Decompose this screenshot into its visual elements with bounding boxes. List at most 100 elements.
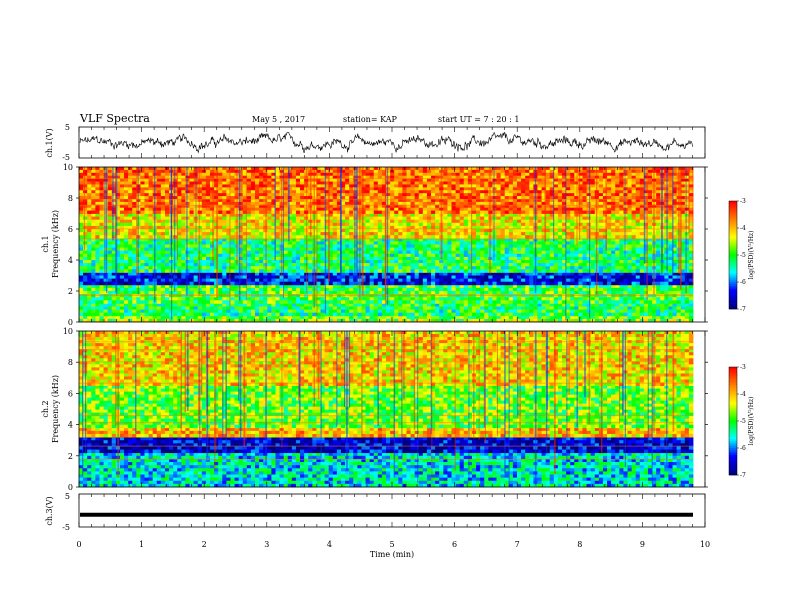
colorbar-segment [729, 217, 737, 220]
colorbar-segment [729, 202, 737, 205]
colorbar-segment [729, 439, 737, 442]
x-tick-label: 5 [389, 540, 394, 549]
spec2-ytick-label: 4 [68, 421, 73, 430]
colorbar-segment [729, 210, 737, 213]
spec2-ytick-label: 8 [68, 358, 73, 367]
colorbar-segment [729, 287, 737, 290]
colorbar-segment [729, 381, 737, 384]
colorbar-segment [729, 385, 737, 388]
colorbar-segment [729, 421, 737, 424]
spec1-ytick-label: 2 [68, 287, 73, 296]
colorbar-segment [729, 433, 737, 436]
colorbar-segment [729, 442, 737, 445]
colorbar-segment [729, 444, 737, 447]
x-tick-label: 8 [577, 540, 582, 549]
colorbar-segment [729, 392, 737, 395]
colorbar1-tick-label: -4 [740, 225, 746, 232]
colorbar-segment [729, 435, 737, 438]
colorbar-segment [729, 262, 737, 265]
colorbar-segment [729, 417, 737, 420]
colorbar-segment [729, 383, 737, 386]
spec1-ytick-label: 4 [68, 256, 73, 265]
x-tick-label: 6 [452, 540, 457, 549]
colorbar-segment [729, 292, 737, 295]
colorbar-segment [729, 367, 737, 370]
colorbar-segment [729, 403, 737, 406]
spec2-ytick-label: 10 [63, 327, 73, 336]
x-tick-label: 0 [76, 540, 81, 549]
colorbar-segment [729, 249, 737, 252]
colorbar-segment [729, 271, 737, 274]
colorbar-segment [729, 464, 737, 467]
colorbar-segment [729, 222, 737, 225]
colorbar-segment [729, 458, 737, 461]
ch2-spec-ylabel-line2: Frequency (kHz) [51, 375, 60, 443]
spec1-ytick-label: 6 [68, 225, 73, 234]
colorbar-segment [729, 211, 737, 214]
colorbar-segment [729, 300, 737, 303]
colorbar2-tick-label: -4 [740, 391, 746, 398]
colorbar-segment [729, 267, 737, 270]
colorbar-segment [729, 289, 737, 292]
colorbar-segment [729, 246, 737, 249]
ch3-ylabel: ch.3(V) [45, 496, 54, 525]
x-axis-label: Time (min) [370, 550, 414, 559]
colorbar-segment [729, 240, 737, 243]
colorbar-segment [729, 282, 737, 285]
colorbar-segment [729, 247, 737, 250]
colorbar-segment [729, 448, 737, 451]
colorbar-segment [729, 404, 737, 407]
colorbar-segment [729, 388, 737, 391]
colorbar-segment [729, 235, 737, 238]
colorbar-segment [729, 372, 737, 375]
colorbar-segment [729, 415, 737, 418]
colorbar-segment [729, 213, 737, 216]
spec1-ytick-label: 10 [63, 163, 73, 172]
colorbar-segment [729, 408, 737, 411]
colorbar-segment [729, 453, 737, 456]
colorbar-segment [729, 233, 737, 236]
colorbar2-tick-label: -3 [740, 364, 746, 371]
start-ut-label: start UT = 7 : 20 : 1 [438, 115, 519, 124]
colorbar-segment [729, 228, 737, 231]
x-tick-label: 2 [202, 540, 207, 549]
colorbar1-tick-label: -3 [740, 198, 746, 205]
colorbar-segment [729, 370, 737, 373]
colorbar-segment [729, 285, 737, 288]
colorbar2-tick-label: -5 [740, 418, 746, 425]
colorbar-segment [729, 215, 737, 218]
colorbar1-tick-label: -6 [740, 279, 746, 286]
colorbar-segment [729, 469, 737, 472]
colorbar-segment [729, 260, 737, 263]
colorbar-segment [729, 208, 737, 211]
colorbar-segment [729, 451, 737, 454]
colorbar-segment [729, 255, 737, 258]
colorbar-segment [729, 394, 737, 397]
colorbar-segment [729, 201, 737, 204]
colorbar-segment [729, 446, 737, 449]
colorbar-segment [729, 419, 737, 422]
colorbar-segment [729, 431, 737, 434]
ch1-spec-ylabel-line2: Frequency (kHz) [51, 210, 60, 278]
colorbar-segment [729, 386, 737, 389]
x-tick-label: 9 [640, 540, 645, 549]
colorbar-segment [729, 303, 737, 306]
colorbar-segment [729, 449, 737, 452]
colorbar-segment [729, 437, 737, 440]
colorbar-segment [729, 204, 737, 207]
ch2-colorbar: -3 -4 -5 -6 -7 log(PSD)(V²/Hz) [728, 364, 755, 479]
colorbar-segment [729, 422, 737, 425]
x-axis-tick-labels: 0 1 2 3 4 5 6 7 8 9 10 [76, 540, 710, 549]
colorbar-segment [729, 251, 737, 254]
colorbar-segment [729, 237, 737, 240]
colorbar1-tick-label: -5 [740, 252, 746, 259]
ch1-spectrogram-panel: 0 2 4 6 8 10 ch.1 Frequency (kHz) -3 -4 -5 -6 -7 l… [41, 163, 755, 327]
ch1-colorbar: -3 -4 -5 -6 -7 log(PSD)(V²/Hz) [728, 198, 755, 313]
colorbar-segment [729, 280, 737, 283]
date-label: May 5 , 2017 [252, 115, 305, 124]
colorbar-segment [729, 305, 737, 308]
colorbar-segment [729, 307, 737, 310]
colorbar-segment [729, 291, 737, 294]
colorbar-segment [729, 426, 737, 429]
ch1-ytick-bottom: -5 [62, 153, 70, 162]
